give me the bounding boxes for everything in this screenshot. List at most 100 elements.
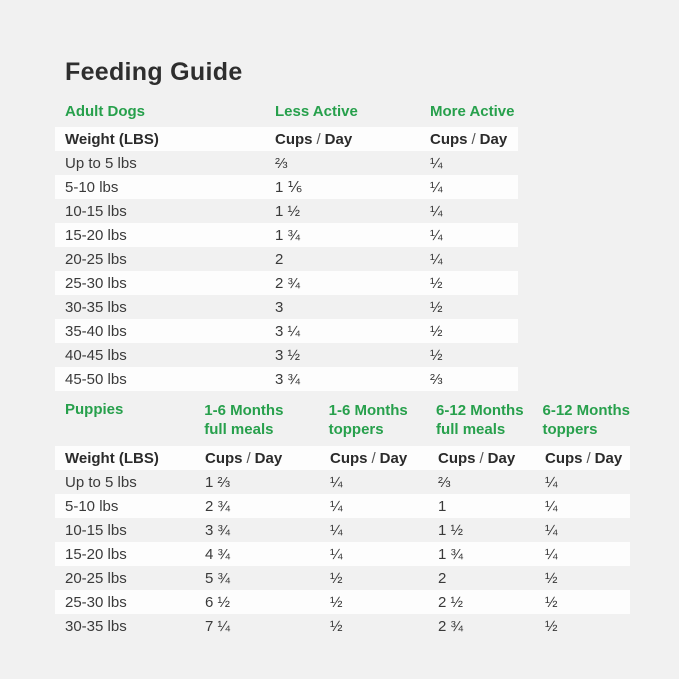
cups-label: Cups	[205, 449, 243, 467]
more-active-cell: ¼	[430, 202, 443, 220]
toppers-1-6-cell: ¼	[330, 545, 343, 563]
weight-cell: 5-10 lbs	[65, 178, 119, 196]
full-meals-6-12-cell: 2	[438, 569, 447, 587]
day-label: Day	[254, 449, 283, 467]
adult-header-row: Weight (LBS) Cups / Day Cups / Day	[55, 127, 518, 151]
full-meals-1-6-cell: 3 ¾	[205, 521, 231, 539]
toppers-6-12-cell: ½	[545, 569, 558, 587]
full-meals-6-12-cell: 2 ½	[438, 593, 464, 611]
cups-day-header: Cups / Day	[205, 450, 330, 467]
adult-weight-header: Weight (LBS)	[65, 130, 159, 148]
toppers-1-6-cell: ½	[330, 569, 343, 587]
column-header-1-6-toppers: 1-6 Months toppers	[328, 402, 408, 438]
puppies-weight-header: Weight (LBS)	[65, 449, 159, 467]
cups-label: Cups	[545, 449, 583, 467]
more-active-cell: ⅔	[430, 370, 443, 388]
table-row: 30-35 lbs 7 ¼ ½ 2 ¾ ½	[55, 614, 630, 638]
weight-cell: 25-30 lbs	[65, 274, 127, 292]
less-active-cell: 3	[275, 298, 284, 316]
less-active-cell: ⅔	[275, 154, 288, 172]
weight-cell: 15-20 lbs	[65, 226, 127, 244]
less-active-cell: 3 ½	[275, 346, 301, 364]
weight-cell: 10-15 lbs	[65, 202, 127, 220]
table-row: 20-25 lbs 2 ¼	[55, 247, 518, 271]
slash-separator: /	[371, 449, 376, 467]
weight-cell: 20-25 lbs	[65, 250, 127, 268]
table-row: Up to 5 lbs ⅔ ¼	[55, 151, 518, 175]
cups-label: Cups	[275, 130, 313, 148]
cups-day-header: Cups / Day	[330, 450, 438, 467]
weight-cell: 10-15 lbs	[65, 521, 127, 539]
cups-label: Cups	[430, 130, 468, 148]
toppers-6-12-cell: ¼	[545, 521, 558, 539]
adult-dogs-label: Adult Dogs	[65, 103, 145, 120]
weight-cell: 30-35 lbs	[65, 617, 127, 635]
weight-cell: 30-35 lbs	[65, 298, 127, 316]
toppers-1-6-cell: ¼	[330, 521, 343, 539]
puppies-header-row: Weight (LBS) Cups / Day Cups / Day Cups / Day …	[55, 446, 630, 470]
toppers-1-6-cell: ½	[330, 617, 343, 635]
table-row: 40-45 lbs 3 ½ ½	[55, 343, 518, 367]
table-row: 15-20 lbs 4 ¾ ¼ 1 ¾ ¼	[55, 542, 630, 566]
weight-cell: 40-45 lbs	[65, 346, 127, 364]
cups-day-header: Cups / Day	[438, 450, 545, 467]
weight-cell: 15-20 lbs	[65, 545, 127, 563]
column-header-1-6-full-meals: 1-6 Months full meals	[204, 402, 284, 438]
table-row: 35-40 lbs 3 ¼ ½	[55, 319, 518, 343]
less-active-cell: 1 ¾	[275, 226, 301, 244]
toppers-6-12-cell: ½	[545, 593, 558, 611]
more-active-cell: ¼	[430, 178, 443, 196]
table-row: 5-10 lbs 2 ¾ ¼ 1 ¼	[55, 494, 630, 518]
puppies-label: Puppies	[65, 401, 124, 418]
full-meals-6-12-cell: 1 ¾	[438, 545, 464, 563]
table-row: 25-30 lbs 6 ½ ½ 2 ½ ½	[55, 590, 630, 614]
more-active-cell: ¼	[430, 250, 443, 268]
full-meals-1-6-cell: 1 ⅔	[205, 473, 231, 491]
slash-separator: /	[471, 130, 476, 148]
less-active-cell: 3 ¼	[275, 322, 301, 340]
table-row: 15-20 lbs 1 ¾ ¼	[55, 223, 518, 247]
cups-day-header: Cups / Day	[275, 131, 430, 148]
cups-label: Cups	[438, 449, 476, 467]
less-active-label: Less Active	[275, 103, 358, 120]
day-label: Day	[479, 130, 508, 148]
adult-dogs-table: Weight (LBS) Cups / Day Cups / Day Up to 5 l…	[55, 127, 518, 391]
full-meals-1-6-cell: 2 ¾	[205, 497, 231, 515]
less-active-cell: 2	[275, 250, 284, 268]
cups-day-header: Cups / Day	[545, 450, 630, 467]
puppies-table: Weight (LBS) Cups / Day Cups / Day Cups / Day …	[55, 446, 630, 638]
weight-cell: 5-10 lbs	[65, 497, 119, 515]
day-label: Day	[594, 449, 623, 467]
weight-cell: Up to 5 lbs	[65, 154, 137, 172]
toppers-1-6-cell: ¼	[330, 473, 343, 491]
slash-separator: /	[586, 449, 591, 467]
table-row: Up to 5 lbs 1 ⅔ ¼ ⅔ ¼	[55, 470, 630, 494]
weight-cell: 35-40 lbs	[65, 322, 127, 340]
table-row: 10-15 lbs 3 ¾ ¼ 1 ½ ¼	[55, 518, 630, 542]
table-row: 5-10 lbs 1 ⅙ ¼	[55, 175, 518, 199]
table-row: 45-50 lbs 3 ¾ ⅔	[55, 367, 518, 391]
weight-cell: 25-30 lbs	[65, 593, 127, 611]
less-active-cell: 2 ¾	[275, 274, 301, 292]
toppers-1-6-cell: ¼	[330, 497, 343, 515]
more-active-cell: ½	[430, 322, 443, 340]
slash-separator: /	[316, 130, 321, 148]
toppers-6-12-cell: ¼	[545, 497, 558, 515]
cups-day-header: Cups / Day	[430, 131, 518, 148]
adult-dogs-section-header: Adult Dogs Less Active More Active	[55, 103, 518, 120]
weight-cell: 20-25 lbs	[65, 569, 127, 587]
more-active-cell: ¼	[430, 226, 443, 244]
toppers-6-12-cell: ½	[545, 617, 558, 635]
full-meals-1-6-cell: 4 ¾	[205, 545, 231, 563]
page-title: Feeding Guide	[65, 58, 243, 86]
more-active-cell: ½	[430, 298, 443, 316]
slash-separator: /	[479, 449, 484, 467]
puppies-section-header: Puppies 1-6 Months full meals 1-6 Months…	[55, 401, 630, 439]
more-active-cell: ¼	[430, 154, 443, 172]
full-meals-6-12-cell: ⅔	[438, 473, 451, 491]
table-row: 30-35 lbs 3 ½	[55, 295, 518, 319]
full-meals-1-6-cell: 5 ¾	[205, 569, 231, 587]
weight-cell: Up to 5 lbs	[65, 473, 137, 491]
day-label: Day	[379, 449, 408, 467]
table-row: 10-15 lbs 1 ½ ¼	[55, 199, 518, 223]
